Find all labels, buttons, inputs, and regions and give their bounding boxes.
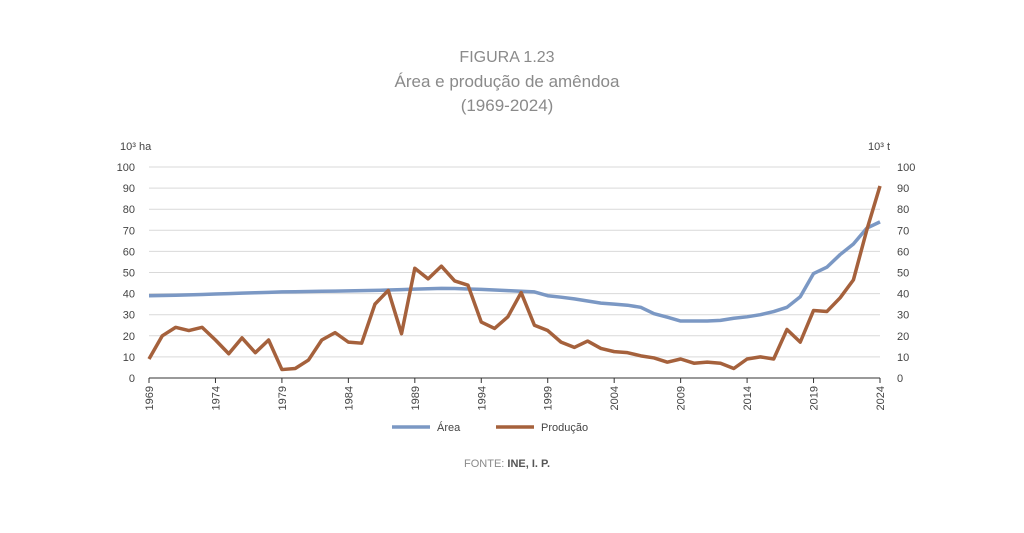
x-tick-label: 1969 (144, 386, 156, 410)
chart-title: FIGURA 1.23 (459, 49, 555, 66)
y-tick-label-left: 30 (123, 310, 135, 322)
series-line-area (148, 220, 881, 323)
chart-subtitle: Área e produção de amêndoa (394, 72, 620, 91)
y-tick-label-right: 100 (897, 162, 915, 174)
x-tick-label: 1974 (210, 386, 222, 410)
y-tick-label-right: 0 (897, 373, 903, 385)
legend-label: Produção (541, 422, 588, 434)
y-tick-label-left: 0 (129, 373, 135, 385)
y-tick-label-left: 80 (123, 204, 135, 216)
y-tick-label-right: 50 (897, 268, 909, 280)
y-tick-label-right: 60 (897, 246, 909, 258)
y-tick-label-left: 20 (123, 331, 135, 343)
y-tick-label-left: 40 (123, 289, 135, 301)
x-tick-label: 1999 (543, 386, 555, 410)
source-label: FONTE: (464, 458, 505, 470)
y-tick-label-right: 40 (897, 289, 909, 301)
source-note: FONTE: INE, I. P. (0, 458, 1014, 470)
x-tick-label: 1979 (277, 386, 289, 410)
y-tick-label-left: 60 (123, 246, 135, 258)
series-line-producao (147, 185, 882, 372)
y-tick-label-right: 20 (897, 331, 909, 343)
x-tick-label: 2009 (676, 386, 688, 410)
x-tick-label: 1989 (410, 386, 422, 410)
y-tick-label-right: 80 (897, 204, 909, 216)
y-tick-label-right: 10 (897, 352, 909, 364)
y-tick-label-right: 30 (897, 310, 909, 322)
source-value: INE, I. P. (507, 458, 550, 470)
x-tick-label: 2019 (809, 386, 821, 410)
y-tick-label-left: 100 (117, 162, 135, 174)
y-tick-label-left: 10 (123, 352, 135, 364)
x-tick-label: 2004 (609, 386, 621, 410)
y-tick-label-left: 90 (123, 183, 135, 195)
legend-label: Área (437, 421, 461, 434)
x-tick-label: 1994 (476, 386, 488, 410)
x-tick-label: 2014 (742, 386, 754, 410)
y-tick-label-right: 90 (897, 183, 909, 195)
y-tick-label-left: 70 (123, 225, 135, 237)
y-tick-label-right: 70 (897, 225, 909, 237)
x-tick-label: 2024 (875, 386, 887, 410)
chart-period: (1969-2024) (460, 96, 554, 115)
y-axis-label-left: 10³ ha (120, 141, 152, 153)
x-tick-label: 1984 (343, 386, 355, 410)
y-axis-label-right: 10³ t (868, 141, 890, 153)
y-tick-label-left: 50 (123, 268, 135, 280)
